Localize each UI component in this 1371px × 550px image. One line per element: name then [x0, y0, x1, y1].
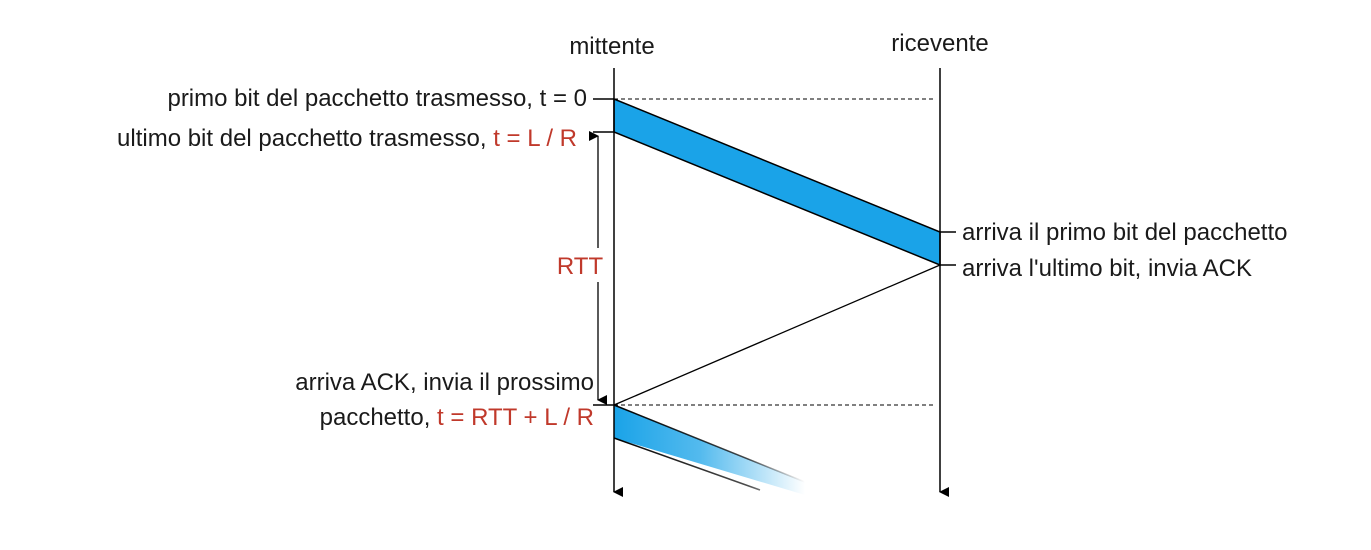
receiver-label: ricevente — [891, 30, 988, 57]
next-packet-bottom-edge — [613, 437, 761, 491]
ack-arrives-label-line1: arriva ACK, invia il prossimo — [295, 369, 594, 396]
first-bit-sent-label: primo bit del pacchetto trasmesso, t = 0 — [167, 85, 587, 112]
ack-line — [613, 264, 941, 406]
next-packet-band — [614, 405, 805, 495]
ack-arrives-label-line2: pacchetto, t = RTT + L / R — [320, 404, 594, 431]
sender-label: mittente — [569, 33, 654, 60]
last-bit-sent-text: ultimo bit del pacchetto trasmesso, — [117, 125, 493, 152]
ack-arrives-text: pacchetto, — [320, 404, 437, 431]
first-bit-arrives-label: arriva il primo bit del pacchetto — [962, 219, 1287, 246]
first-bit-sent-text: primo bit del pacchetto trasmesso, t = 0 — [167, 85, 587, 112]
rtt-label-background — [548, 248, 608, 282]
rtt-label: RTT — [557, 253, 604, 280]
last-bit-sent-label: ultimo bit del pacchetto trasmesso, t = … — [117, 125, 577, 152]
packet-transmission-band — [613, 97, 941, 267]
next-packet-top-edge — [613, 404, 806, 483]
last-bit-sent-formula: t = L / R — [493, 125, 577, 152]
last-bit-arrives-label: arriva l'ultimo bit, invia ACK — [962, 255, 1252, 282]
ack-arrives-formula: t = RTT + L / R — [437, 404, 594, 431]
